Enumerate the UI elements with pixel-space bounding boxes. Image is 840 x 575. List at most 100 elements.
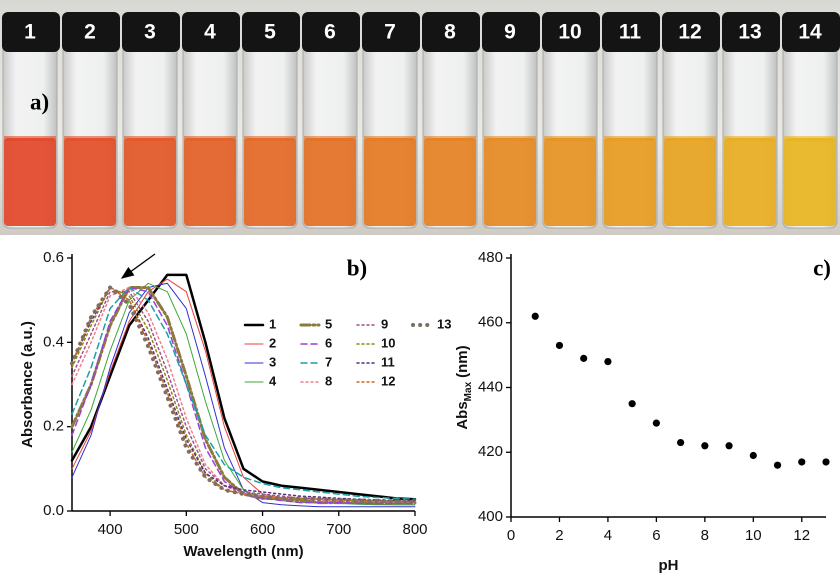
vial-cap	[2, 12, 60, 52]
x-tick-label: 800	[402, 521, 427, 538]
vial-meniscus	[664, 136, 716, 141]
legend-label: 5	[325, 316, 332, 331]
y-tick-label: 420	[478, 443, 503, 460]
vial-liquid	[304, 138, 356, 226]
vial-liquid	[544, 138, 596, 226]
y-tick-label: 0.0	[43, 502, 64, 519]
vial-number: 13	[738, 21, 761, 44]
vial-meniscus	[64, 136, 116, 141]
x-tick-label: 600	[250, 521, 275, 538]
y-axis-title-unit: (nm)	[454, 345, 471, 378]
vial-liquid	[64, 138, 116, 226]
x-tick-label: 6	[652, 527, 660, 544]
scatter-point	[604, 358, 612, 366]
scatter-point	[555, 341, 564, 350]
legend-label: 12	[381, 373, 395, 388]
legend-label: 2	[269, 335, 276, 350]
vial-meniscus	[784, 136, 836, 141]
scatter-point	[580, 354, 588, 362]
vial-liquid	[244, 138, 296, 226]
y-axis-title: AbsMax (nm)	[454, 345, 474, 429]
vial-number: 2	[84, 21, 96, 44]
vial-number: 9	[504, 21, 516, 44]
vial-liquid	[484, 138, 536, 226]
series-line	[71, 282, 416, 506]
vial-cap	[542, 12, 600, 52]
vial-liquid	[124, 138, 176, 226]
x-tick-label: 0	[507, 527, 515, 544]
x-tick-label: 4	[604, 527, 612, 544]
vial-cap	[422, 12, 480, 52]
x-tick-label: 500	[174, 521, 199, 538]
y-tick-label: 0.6	[43, 249, 64, 266]
y-axis-title-sub: Max	[463, 381, 474, 401]
x-tick-label: 10	[745, 527, 762, 544]
series-line	[70, 286, 417, 505]
vial-number: 11	[619, 21, 642, 44]
x-tick-label: 2	[555, 527, 563, 544]
vial-row: 1 2 3 4 5 6 7 8 9 10 11 12 13 14	[2, 12, 840, 229]
x-tick-label: 700	[326, 521, 351, 538]
y-tick-label: 400	[478, 508, 503, 525]
y-tick-label: 460	[478, 314, 503, 331]
panel-label: b)	[347, 255, 367, 280]
y-tick-label: 480	[478, 249, 503, 266]
vial-meniscus	[544, 136, 596, 141]
x-tick-label: 8	[701, 527, 709, 544]
scatter-point	[798, 458, 806, 466]
scatter-point	[749, 451, 757, 460]
legend-label: 6	[325, 335, 332, 350]
x-tick-label: 12	[793, 527, 810, 544]
y-tick-label: 440	[478, 378, 503, 395]
y-axis-title-main: Abs	[454, 401, 471, 429]
vial-meniscus	[364, 136, 416, 141]
vial-liquid	[4, 138, 56, 226]
vial-meniscus	[604, 136, 656, 141]
scatter-point	[652, 419, 660, 427]
vial-cap	[722, 12, 780, 52]
vial-number: 4	[204, 21, 216, 44]
vial-cap	[602, 12, 660, 52]
series-line	[70, 285, 417, 504]
chart: 0.0 0.2 0.4 0.6 400 500 600 700 800 Wavelength (n…	[19, 249, 452, 560]
legend-label: 11	[381, 354, 395, 369]
vial-meniscus	[424, 136, 476, 141]
scatter-point	[701, 442, 709, 450]
vial-liquid	[784, 138, 836, 226]
vial-meniscus	[484, 136, 536, 141]
vial-meniscus	[724, 136, 776, 141]
vial-cap	[122, 12, 180, 52]
vial-cap	[302, 12, 360, 52]
vial-meniscus	[244, 136, 296, 141]
vial-liquid	[664, 138, 716, 226]
vial-number: 7	[384, 21, 396, 44]
vial-number: 8	[444, 21, 456, 44]
vial-cap	[242, 12, 300, 52]
vial-number: 14	[798, 21, 822, 44]
scatter-point	[773, 461, 782, 469]
vial-cap	[362, 12, 420, 52]
series-line	[71, 286, 416, 505]
shift-arrow	[120, 253, 156, 279]
vial-number: 12	[678, 21, 701, 44]
y-tick-label: 0.2	[43, 418, 64, 435]
legend-label: 13	[437, 316, 451, 331]
legend-label: 3	[269, 354, 276, 369]
vial-number: 5	[264, 21, 276, 44]
legend-label: 9	[381, 316, 388, 331]
vial-meniscus	[184, 136, 236, 141]
vial-cap	[62, 12, 120, 52]
legend-label: 10	[381, 335, 395, 350]
vial-liquid	[184, 138, 236, 226]
x-axis-title: Wavelength (nm)	[183, 543, 303, 560]
series-line	[70, 273, 417, 501]
vial-liquid	[604, 138, 656, 226]
vial-number: 10	[558, 21, 581, 44]
scatter-point	[531, 312, 539, 320]
x-tick-label: 400	[98, 521, 123, 538]
chart: 400 420 440 460 480 0 2 4 6 8 10 12 pH AbsMax (nm) c)	[454, 249, 831, 574]
legend-label: 1	[269, 316, 276, 331]
series-line	[71, 286, 416, 502]
vial-meniscus	[4, 136, 56, 141]
